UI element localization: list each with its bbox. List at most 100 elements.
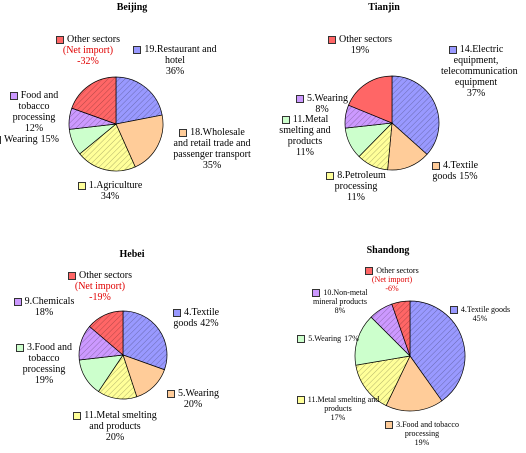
value-label: 11% (347, 192, 365, 203)
slice-label: 8.Petroleum processing 11% (316, 170, 396, 203)
label-marker (77, 181, 86, 190)
value-label: 12% (24, 123, 44, 134)
category-label: 4.Textile goods (432, 160, 479, 182)
slice-pattern (89, 311, 123, 355)
slice-label: 4.Textile goods 42% (156, 307, 236, 329)
label-marker (297, 335, 306, 344)
value-label: 17% (330, 413, 346, 423)
value-label: 36% (165, 66, 185, 77)
slice-label: 19.Restaurant and hotel 36% (130, 44, 220, 77)
value-label: 35% (202, 160, 222, 171)
slice-label: Other sectors (Net import) -6% (347, 266, 437, 293)
category-label: 1.Agriculture (88, 180, 143, 191)
net-import-note: (Net import) (74, 281, 126, 292)
slice-pattern (123, 311, 168, 370)
label-marker (13, 297, 22, 306)
category-label: Other sectors (338, 34, 393, 45)
label-marker (281, 115, 290, 124)
label-marker (312, 289, 321, 298)
category-label: 11.Metal smelting and products (307, 395, 380, 414)
label-marker (172, 308, 181, 317)
label-marker (9, 91, 18, 100)
slice-label: 9.Chemicals 18% (9, 296, 79, 318)
slice-pattern (392, 76, 439, 155)
pie-slice (385, 355, 443, 412)
slice-label: 5.Wearing 17% (288, 334, 368, 344)
net-import-note: (Net import) (62, 45, 114, 56)
category-label: 8.Petroleum processing (334, 170, 386, 192)
slice-label: 5.Wearing 8% (292, 93, 352, 115)
net-import-note: (Net import) (371, 275, 413, 285)
pie-slice (115, 114, 164, 168)
label-marker (326, 171, 335, 180)
label-marker (0, 135, 2, 144)
category-label: 3.Food and tobacco processing (396, 420, 459, 439)
label-marker (385, 421, 394, 430)
category-label: 18.Wholesale and retail trade and passen… (173, 127, 251, 160)
value-label: 8% (334, 306, 346, 316)
slice-label: 14.Electric equipment, telecommunication… (441, 44, 518, 99)
category-label: 4.Textile goods (460, 305, 511, 314)
value-label: 19% (414, 438, 430, 448)
chart-title: Beijing (116, 2, 148, 13)
slice-label: Wearing 15% (0, 134, 66, 145)
slice-label: 10.Non-metal mineral products 8% (300, 288, 380, 315)
value-label: 42% (200, 318, 219, 329)
slice-pattern (410, 301, 465, 401)
slice-pattern (371, 304, 410, 356)
slice-label: 11.Metal smelting and products 20% (70, 410, 160, 443)
category-label: Other sectors (376, 266, 419, 275)
category-label: Wearing (4, 134, 38, 145)
slice-pattern (116, 77, 163, 124)
slice-pattern (98, 355, 137, 400)
category-label: 19.Restaurant and hotel (144, 44, 217, 66)
category-label: 11.Metal smelting and products (279, 114, 331, 147)
chart-title: Shandong (366, 245, 410, 256)
label-marker (327, 35, 336, 44)
category-label: Food and tobacco processing (12, 90, 59, 123)
label-marker (431, 161, 440, 170)
slice-label: Other sectors (Net import) -32% (43, 34, 133, 67)
value-label: 19% (34, 375, 54, 386)
category-label: 10.Non-metal mineral products (313, 288, 368, 307)
chart-title: Tianjin (368, 2, 400, 13)
label-marker (448, 45, 457, 54)
slice-pattern (79, 326, 123, 360)
slice-label: 11.Metal smelting and products 11% (265, 114, 345, 158)
category-label: Other sectors (78, 270, 133, 281)
slice-label: 5.Wearing 20% (163, 388, 223, 410)
slice-pattern (79, 124, 136, 171)
label-marker (449, 306, 458, 315)
category-label: 14.Electric equipment, telecommunication… (441, 44, 518, 88)
slice-label: 1.Agriculture 34% (70, 180, 150, 202)
label-marker (166, 389, 175, 398)
label-marker (295, 94, 304, 103)
value-label: 34% (100, 191, 120, 202)
value-label: 17% (344, 334, 359, 343)
category-label: 3.Food and tobacco processing (22, 342, 72, 375)
label-marker (365, 267, 374, 276)
value-label: 45% (472, 314, 488, 324)
slice-pattern (391, 301, 410, 356)
label-marker (296, 396, 305, 405)
pie-slice (354, 316, 411, 366)
value-label: 37% (466, 88, 486, 99)
pie-slice (348, 75, 393, 124)
value-label: 8% (315, 104, 329, 115)
label-marker (133, 45, 142, 54)
value-label: -32% (77, 56, 99, 67)
value-label: 11% (296, 147, 314, 158)
chart-title: Hebei (119, 249, 145, 260)
slice-label: 3.Food and tobacco processing 19% (9, 342, 79, 386)
slice-pattern (345, 105, 392, 129)
label-marker (67, 271, 76, 280)
slice-pattern (69, 108, 116, 130)
slice-pattern (71, 77, 116, 124)
label-marker (73, 411, 82, 420)
value-label: 18% (34, 307, 54, 318)
value-label: 20% (105, 432, 125, 443)
value-label: -6% (385, 284, 399, 294)
label-marker (16, 343, 24, 352)
